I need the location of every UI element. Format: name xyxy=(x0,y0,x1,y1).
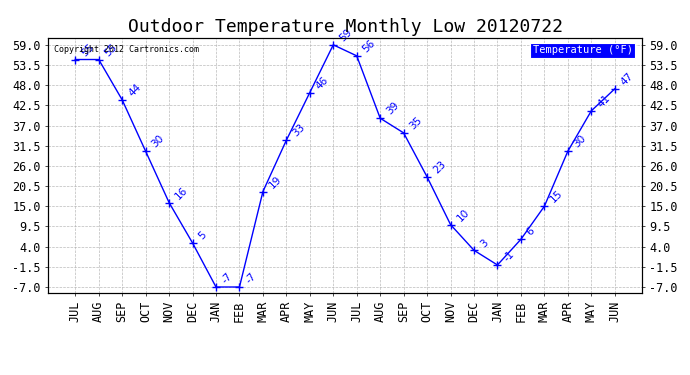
Text: 35: 35 xyxy=(408,115,424,132)
Text: 6: 6 xyxy=(525,226,537,238)
Text: 44: 44 xyxy=(126,82,143,99)
Text: 10: 10 xyxy=(455,207,471,223)
Text: 23: 23 xyxy=(431,159,448,176)
Text: 15: 15 xyxy=(549,189,565,205)
Text: 56: 56 xyxy=(361,38,377,54)
Text: 19: 19 xyxy=(267,174,284,190)
Text: 5: 5 xyxy=(197,230,208,242)
Text: 30: 30 xyxy=(150,134,166,150)
Text: Temperature (°F): Temperature (°F) xyxy=(533,45,633,55)
Text: 30: 30 xyxy=(572,134,589,150)
Text: 47: 47 xyxy=(619,71,635,87)
Text: -7: -7 xyxy=(244,271,258,286)
Text: 59: 59 xyxy=(337,27,354,44)
Text: 55: 55 xyxy=(79,42,96,58)
Text: Copyright 2012 Cartronics.com: Copyright 2012 Cartronics.com xyxy=(55,45,199,54)
Text: -7: -7 xyxy=(220,271,235,286)
Text: -1: -1 xyxy=(502,249,516,264)
Text: 3: 3 xyxy=(478,237,490,249)
Text: 16: 16 xyxy=(173,185,190,201)
Title: Outdoor Temperature Monthly Low 20120722: Outdoor Temperature Monthly Low 20120722 xyxy=(128,18,562,36)
Text: 41: 41 xyxy=(595,93,612,110)
Text: 39: 39 xyxy=(384,100,401,117)
Text: 33: 33 xyxy=(290,122,307,139)
Text: 55: 55 xyxy=(103,42,119,58)
Text: 46: 46 xyxy=(314,75,331,91)
